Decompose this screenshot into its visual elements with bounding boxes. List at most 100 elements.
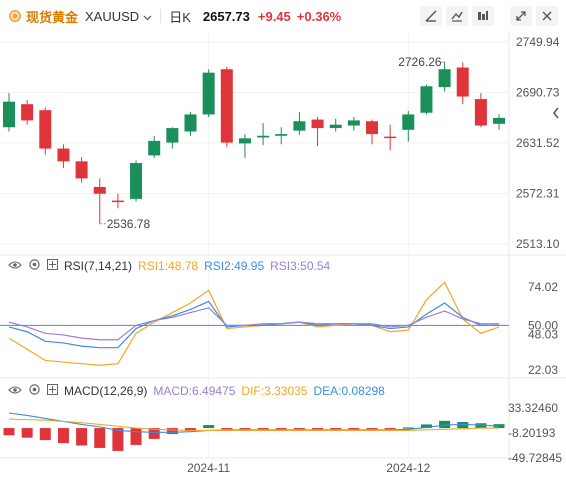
draw-line-icon[interactable] bbox=[420, 6, 442, 26]
toolbar-actions bbox=[420, 6, 558, 26]
date-tick-label: 2024-11 bbox=[187, 461, 230, 475]
macd-histogram-bar bbox=[493, 424, 505, 429]
macd-histogram-bar bbox=[312, 428, 324, 430]
date-tick-label: 2024-12 bbox=[386, 461, 430, 475]
eye-icon[interactable] bbox=[8, 259, 22, 273]
macd-histogram-bar bbox=[257, 428, 269, 430]
close-icon[interactable] bbox=[536, 6, 558, 26]
macd-histogram-bar bbox=[293, 428, 305, 430]
candle-body[interactable] bbox=[384, 136, 397, 139]
macd-header: MACD(12,26,9) MACD:6.49475 DIF:3.33035 D… bbox=[8, 383, 385, 399]
macd-histogram-bar bbox=[457, 422, 469, 429]
candle-body[interactable] bbox=[493, 117, 506, 124]
asset-symbol[interactable]: XAUUSD bbox=[85, 8, 140, 24]
macd-histogram-bar bbox=[130, 428, 142, 445]
candle-body[interactable] bbox=[402, 114, 415, 130]
toolbar: 现货黄金 XAUUSD 日K 2657.73 +9.45 +0.36% bbox=[0, 0, 566, 32]
candle-body[interactable] bbox=[257, 135, 270, 138]
candle-body[interactable] bbox=[93, 186, 106, 194]
collapse-icon[interactable] bbox=[510, 6, 532, 26]
macd-histogram-bar bbox=[166, 428, 178, 435]
gold-coin-icon bbox=[8, 9, 22, 23]
candle-body[interactable] bbox=[148, 140, 161, 156]
macd-histogram-bar bbox=[185, 428, 196, 432]
gear-icon[interactable] bbox=[28, 258, 41, 274]
candle-body[interactable] bbox=[184, 114, 197, 132]
candle-body[interactable] bbox=[366, 121, 378, 135]
eye-icon[interactable] bbox=[8, 384, 22, 398]
candle-body[interactable] bbox=[220, 69, 233, 143]
rsi-indicator-name[interactable]: RSI(7,14,21) bbox=[64, 259, 133, 273]
rsi2-value: RSI2:49.95 bbox=[204, 259, 265, 273]
candle-body[interactable] bbox=[3, 101, 15, 128]
candle-body[interactable] bbox=[329, 124, 342, 129]
candle-body[interactable] bbox=[238, 138, 251, 144]
macd-histogram-bar bbox=[384, 428, 396, 430]
price-tick-label: 2513.10 bbox=[516, 237, 560, 251]
price-tick-label: 2572.31 bbox=[516, 187, 560, 201]
candle-body[interactable] bbox=[166, 128, 179, 143]
macd-histogram-bar bbox=[39, 428, 51, 441]
candle-body[interactable] bbox=[293, 121, 306, 131]
macd-histogram-bar bbox=[420, 424, 432, 429]
chevron-down-icon[interactable] bbox=[143, 9, 152, 24]
candle-body[interactable] bbox=[57, 148, 70, 162]
macd-histogram-bar bbox=[366, 428, 378, 430]
macd-histogram-bar bbox=[94, 428, 106, 448]
macd-dea-line bbox=[8, 418, 500, 432]
settings-icon[interactable] bbox=[472, 6, 494, 26]
current-price: 2657.73 bbox=[202, 8, 250, 24]
dea-value: DEA:0.08298 bbox=[313, 384, 385, 398]
candle-body[interactable] bbox=[130, 163, 143, 199]
candle-body[interactable] bbox=[111, 200, 124, 203]
candle-body[interactable] bbox=[39, 110, 52, 149]
candle-body[interactable] bbox=[474, 99, 487, 126]
asset-name[interactable]: 现货黄金 bbox=[26, 9, 79, 25]
gear-icon[interactable] bbox=[28, 383, 41, 399]
low-price-annotation: 2536.78 bbox=[107, 217, 151, 231]
checkbox-icon[interactable] bbox=[47, 384, 58, 398]
candle-body[interactable] bbox=[420, 86, 433, 113]
candle-body[interactable] bbox=[21, 104, 34, 121]
macd-histogram-bar bbox=[148, 428, 160, 439]
rsi-tick-label: 48.03 bbox=[528, 327, 558, 341]
rsi-tick-label: 50.00 bbox=[528, 318, 558, 332]
checkbox-icon[interactable] bbox=[47, 259, 58, 273]
candle-body[interactable] bbox=[202, 72, 215, 115]
candle-body[interactable] bbox=[456, 67, 469, 97]
macd-histogram-bar bbox=[221, 428, 233, 430]
candle-body[interactable] bbox=[275, 134, 288, 136]
macd-tick-label: -8.20193 bbox=[508, 426, 556, 440]
rsi-header: RSI(7,14,21) RSI1:48.78 RSI2:49.95 RSI3:… bbox=[8, 258, 330, 274]
rsi3-value: RSI3:50.54 bbox=[270, 259, 331, 273]
macd-histogram-bar bbox=[439, 420, 451, 429]
macd-histogram-bar bbox=[203, 425, 215, 429]
macd-value: MACD:6.49475 bbox=[153, 384, 236, 398]
price-tick-label: 2690.73 bbox=[516, 86, 560, 100]
macd-histogram-bar bbox=[76, 428, 88, 446]
rsi-line-rsi2 bbox=[8, 300, 500, 349]
price-tick-label: 2631.52 bbox=[516, 136, 560, 150]
candle-body[interactable] bbox=[75, 161, 88, 179]
price-change-pct: +0.36% bbox=[296, 8, 342, 24]
rsi-line-rsi3 bbox=[8, 307, 500, 341]
rsi-line-rsi1 bbox=[8, 281, 500, 366]
candle-body[interactable] bbox=[311, 119, 324, 129]
macd-histogram-bar bbox=[348, 428, 360, 430]
macd-histogram-bar bbox=[112, 428, 124, 451]
rsi-tick-label: 22.03 bbox=[528, 363, 558, 377]
candle-body[interactable] bbox=[347, 120, 360, 126]
indicator-icon[interactable] bbox=[446, 6, 468, 26]
candle-body[interactable] bbox=[438, 69, 451, 88]
macd-indicator-name[interactable]: MACD(12,26,9) bbox=[64, 384, 148, 398]
price-tick-label: 2749.94 bbox=[516, 35, 560, 49]
macd-histogram-bar bbox=[3, 428, 15, 436]
macd-dif-line bbox=[8, 412, 500, 433]
chevron-left-icon[interactable] bbox=[551, 106, 561, 125]
macd-histogram-bar bbox=[275, 428, 287, 430]
macd-histogram-bar bbox=[21, 428, 33, 438]
price-change: +9.45 bbox=[257, 8, 291, 24]
period-selector[interactable]: 日K bbox=[169, 9, 191, 25]
rsi-tick-label: 74.02 bbox=[528, 280, 558, 294]
